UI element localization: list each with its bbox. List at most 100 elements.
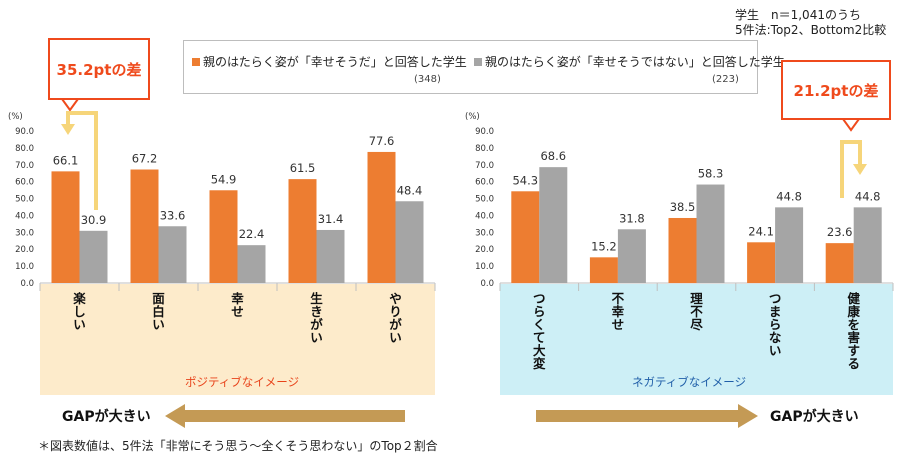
bar-happy	[51, 171, 80, 283]
category-label-char: る	[847, 356, 860, 371]
category-label-char: 変	[533, 356, 546, 371]
data-label: 66.1	[53, 153, 79, 167]
negative-band	[500, 284, 893, 395]
y-tick-label: 70.0	[15, 161, 34, 171]
data-label: 31.8	[619, 211, 645, 225]
positive-label: ポジティブなイメージ	[185, 375, 300, 389]
data-label: 15.2	[591, 239, 617, 253]
bar-unhappy	[853, 207, 882, 283]
data-label: 68.6	[540, 149, 566, 163]
data-label: 31.4	[318, 212, 344, 226]
y-tick-label: 60.0	[15, 178, 34, 188]
y-tick-label: 30.0	[15, 228, 34, 238]
category-label-char: せ	[231, 304, 244, 319]
data-label: 44.8	[855, 189, 881, 203]
bar-happy	[130, 169, 159, 283]
category-label-char: 理	[690, 291, 703, 306]
gap-bracket-left	[66, 111, 98, 210]
callout-right-pointer	[841, 118, 861, 132]
bar-unhappy	[158, 226, 187, 283]
y-tick-label: 40.0	[475, 211, 494, 221]
category-label-char: や	[389, 291, 402, 306]
bar-unhappy	[79, 230, 108, 283]
data-label: 58.3	[698, 167, 724, 181]
legend-swatch-gray	[474, 57, 482, 66]
category-label-char: 幸	[231, 291, 244, 306]
category-label-char: 健	[847, 291, 860, 306]
category-label-char: を	[847, 317, 860, 332]
gap-bracket-right-arrowhead	[853, 164, 867, 175]
callout-left-pointer	[60, 98, 80, 112]
category-label-char: 幸	[612, 304, 625, 319]
category-label-char: し	[73, 304, 86, 319]
y-tick-label: 90.0	[475, 127, 494, 137]
gap-arrow-left-head	[165, 404, 185, 428]
category-label-char: い	[389, 330, 402, 345]
category-label-char: 生	[310, 291, 323, 306]
y-tick-label: 40.0	[15, 211, 34, 221]
category-label-char: い	[310, 330, 323, 345]
bar-happy	[288, 179, 317, 283]
bar-unhappy	[237, 245, 266, 283]
bar-happy	[668, 217, 697, 283]
category-label-char: 尽	[690, 317, 703, 332]
sample-size: 学生 n＝1,041のうち	[735, 8, 861, 22]
bar-unhappy	[775, 207, 804, 283]
y-tick-label: 60.0	[475, 178, 494, 188]
category-label-char: つ	[533, 291, 546, 306]
data-label: 67.2	[132, 152, 158, 166]
gap-bracket-left-arrowhead	[61, 124, 75, 135]
category-label-char: て	[533, 330, 546, 345]
category-label-char: り	[389, 304, 402, 319]
category-label-char: 楽	[72, 291, 86, 306]
y-tick-label: 70.0	[475, 161, 494, 171]
bar-unhappy	[539, 167, 568, 283]
data-label: 54.3	[512, 173, 538, 187]
category-label-char: 康	[847, 304, 860, 319]
data-label: 23.6	[827, 225, 853, 239]
category-label-char: ま	[769, 304, 782, 319]
method-note: 5件法:Top2、Bottom2比較	[735, 23, 887, 37]
data-label: 30.9	[81, 213, 107, 227]
callout-left: 35.2ptの差	[48, 38, 150, 100]
data-label: 77.6	[369, 134, 395, 148]
data-label: 48.4	[397, 183, 423, 197]
y-tick-label: 0.0	[480, 279, 494, 289]
category-label-char: い	[73, 317, 86, 332]
gap-arrow-right-shaft	[536, 410, 741, 422]
bar-happy	[209, 190, 238, 283]
positive-band	[40, 284, 435, 395]
category-label-char: い	[769, 343, 782, 358]
y-tick-label: 10.0	[15, 262, 34, 272]
y-tick-label: 20.0	[15, 245, 34, 255]
legend-item-unhappy: 親のはたらく姿が「幸せそうではない」と回答した学生	[474, 53, 785, 70]
gap-arrow-left-shaft	[180, 410, 405, 422]
gap-arrow-right-head	[738, 404, 758, 428]
gap-label-right: GAPが大きい	[770, 409, 859, 425]
data-label: 22.4	[239, 227, 265, 241]
category-label-char: ら	[533, 304, 546, 319]
legend-label-unhappy: 親のはたらく姿が「幸せそうではない」と回答した学生	[485, 55, 785, 69]
data-label: 38.5	[670, 200, 696, 214]
legend-n-happy: (348)	[414, 74, 441, 85]
category-label-char: き	[310, 304, 323, 319]
y-tick-label: 50.0	[15, 195, 34, 205]
bar-unhappy	[395, 201, 424, 283]
negative-label: ネガティブなイメージ	[632, 375, 747, 389]
category-label-char: い	[152, 317, 165, 332]
y-unit-label-pos: (%)	[8, 112, 23, 122]
category-label-char: 面	[152, 291, 165, 306]
y-tick-label: 80.0	[475, 144, 494, 154]
category-label-char: 大	[533, 343, 546, 358]
data-label: 33.6	[160, 208, 186, 222]
gap-bracket-right	[840, 140, 862, 198]
category-label-char: く	[533, 317, 546, 332]
bar-happy	[511, 191, 540, 283]
bar-unhappy	[696, 184, 725, 283]
gap-label-left: GAPが大きい	[62, 409, 151, 425]
bar-unhappy	[617, 229, 646, 283]
category-label-char: 害	[847, 330, 860, 345]
category-label-char: が	[389, 317, 402, 332]
